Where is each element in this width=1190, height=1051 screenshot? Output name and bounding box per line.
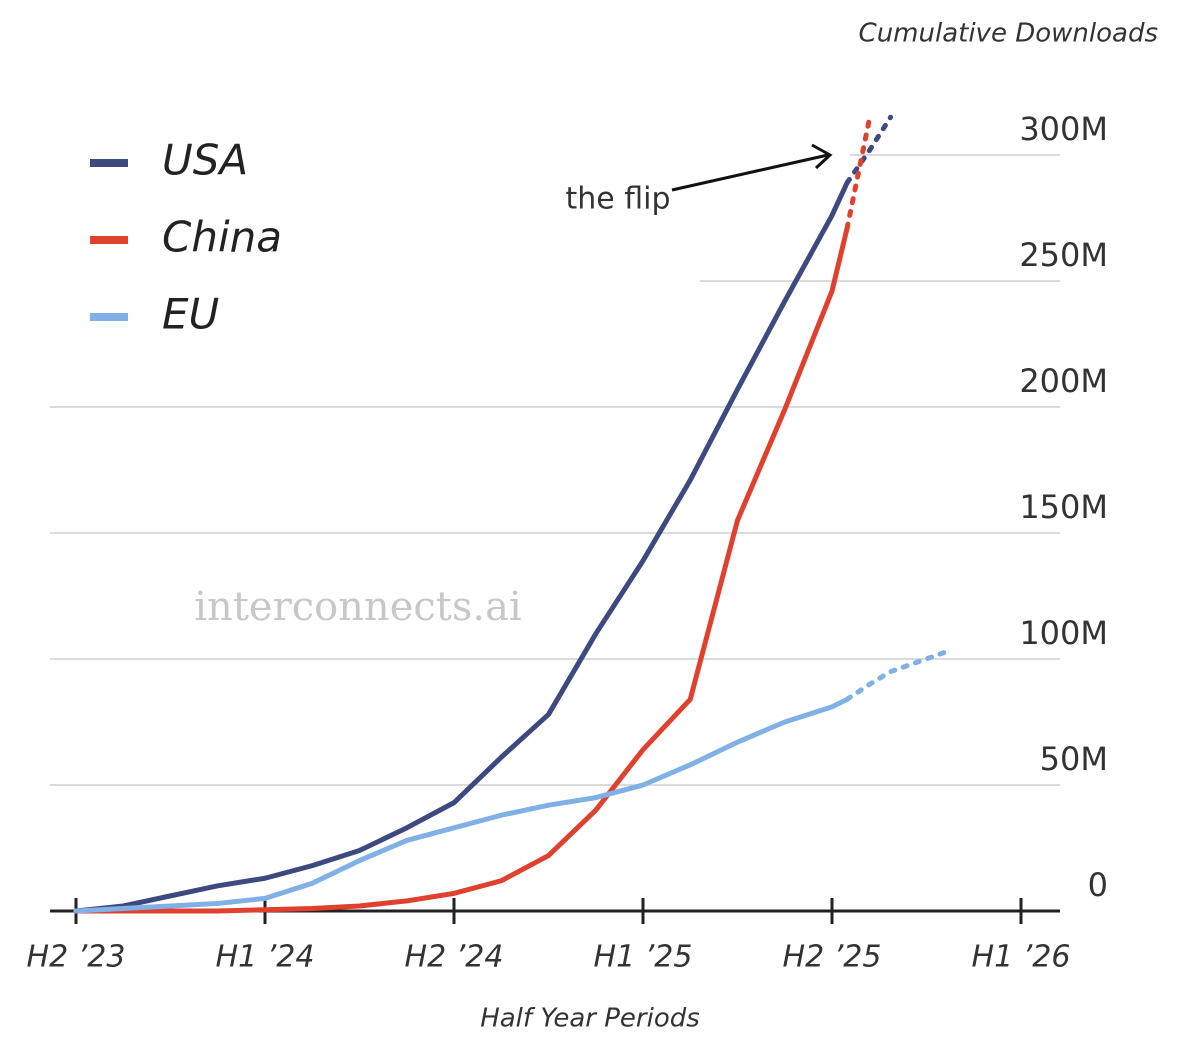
y-tick-label: 250M — [1019, 236, 1108, 274]
y-tick-label: 100M — [1019, 614, 1108, 652]
projection-line — [844, 648, 950, 702]
series-line — [73, 696, 850, 914]
projection-line — [844, 114, 873, 231]
x-tick-label: H1 ’24 — [216, 940, 315, 975]
x-tick-label: H2 ’23 — [27, 940, 126, 975]
y-tick-label: 150M — [1019, 488, 1108, 526]
series-line — [73, 225, 850, 914]
y-axis-title: Cumulative Downloads — [859, 19, 1158, 49]
y-tick-label: 200M — [1019, 362, 1108, 400]
x-tick-label: H1 ’26 — [972, 940, 1071, 975]
legend-label: USA — [162, 136, 248, 185]
x-tick-label: H2 ’25 — [783, 940, 882, 975]
legend-label: EU — [162, 290, 219, 339]
series-line — [73, 180, 850, 914]
y-tick-label: 0 — [1088, 866, 1108, 904]
annotation-arrow — [671, 143, 833, 192]
x-tick-label: H1 ’25 — [594, 940, 693, 975]
arrow-shaft — [671, 153, 829, 192]
legend-label: China — [162, 213, 282, 262]
y-tick-label: 300M — [1019, 110, 1108, 148]
y-tick-label: 50M — [1040, 740, 1108, 778]
x-axis-title: Half Year Periods — [480, 1004, 700, 1034]
annotation: the flip — [565, 182, 670, 217]
arrow-head — [811, 143, 833, 170]
x-tick-label: H2 ’24 — [405, 940, 504, 975]
watermark: interconnects.ai — [194, 584, 521, 630]
projection-line — [844, 114, 894, 186]
